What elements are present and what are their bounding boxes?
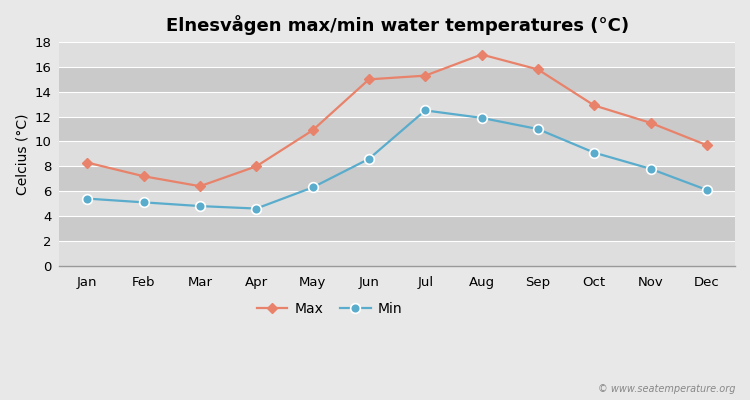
Legend: Max, Min: Max, Min (251, 296, 408, 321)
Min (702, 188, 711, 192)
Min (364, 156, 374, 161)
Max (702, 143, 711, 148)
Max (590, 103, 598, 108)
Min (196, 204, 205, 208)
Max (364, 77, 374, 82)
Max (421, 73, 430, 78)
Bar (59, 42, 735, 67)
Max (196, 184, 205, 188)
Bar (59, 191, 735, 216)
Max (140, 174, 148, 179)
Min (252, 206, 261, 211)
Bar (59, 241, 735, 266)
Min (590, 150, 598, 155)
Title: Elnesvågen max/min water temperatures (°C): Elnesvågen max/min water temperatures (°… (166, 15, 628, 35)
Bar (59, 142, 735, 166)
Bar (59, 67, 735, 92)
Min (82, 196, 92, 201)
Bar (59, 92, 735, 117)
Max (82, 160, 92, 165)
Max (533, 67, 542, 72)
Bar (59, 166, 735, 191)
Min (421, 108, 430, 113)
Y-axis label: Celcius (°C): Celcius (°C) (15, 113, 29, 195)
Max (308, 128, 317, 133)
Max (252, 164, 261, 169)
Bar (59, 216, 735, 241)
Min (477, 116, 486, 120)
Max (477, 52, 486, 57)
Max (646, 120, 655, 125)
Min (308, 185, 317, 190)
Min (533, 127, 542, 132)
Bar (59, 117, 735, 142)
Line: Max: Max (83, 51, 711, 190)
Min (140, 200, 148, 205)
Text: © www.seatemperature.org: © www.seatemperature.org (598, 384, 735, 394)
Min (646, 166, 655, 171)
Line: Min: Min (82, 106, 712, 214)
